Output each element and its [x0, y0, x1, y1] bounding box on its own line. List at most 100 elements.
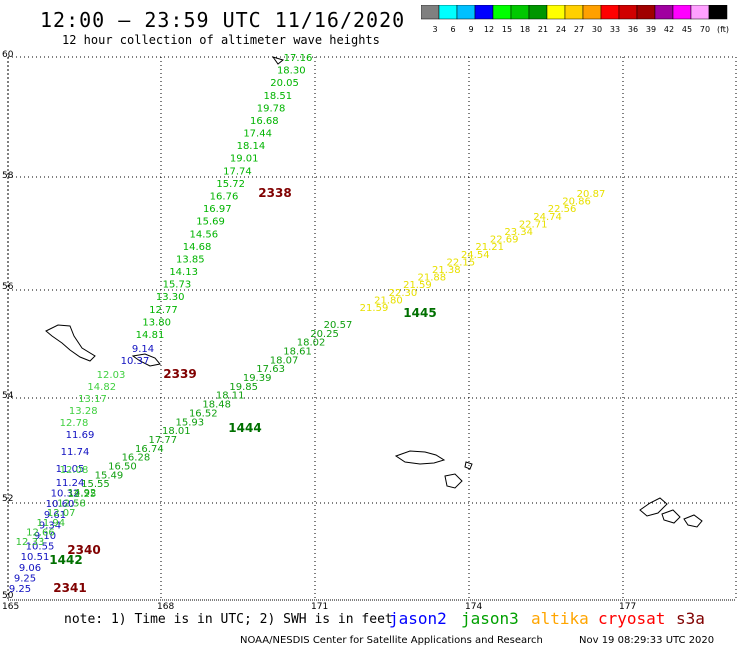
latitude-label: 60	[2, 50, 14, 60]
swh-value-label: 9.25	[14, 573, 36, 584]
map-title: 12:00 – 23:59 UTC 11/16/2020	[40, 8, 406, 32]
swh-value-label: 15.72	[216, 179, 245, 190]
legend-jason3: jason3	[461, 609, 519, 628]
swh-value-label: 16.52	[189, 408, 218, 419]
swh-value-label: 21.80	[374, 295, 403, 306]
footer-note: note: 1) Time is in UTC; 2) SWH is in fe…	[64, 612, 393, 627]
colorbar-label: 12	[484, 25, 494, 34]
swh-value-label: 20.87	[577, 189, 606, 200]
coastline	[444, 473, 463, 489]
swh-value-label: 21.59	[403, 280, 432, 291]
swh-value-label: 11.05	[56, 464, 85, 475]
latitude-label: 54	[2, 391, 14, 401]
coastline	[683, 514, 703, 528]
swh-value-label: 24.54	[461, 250, 490, 261]
pass-time-label: 2338	[258, 186, 291, 200]
swh-value-label: 20.86	[562, 197, 591, 208]
swh-value-label: 18.07	[270, 355, 299, 366]
swh-value-label: 9.25	[9, 584, 31, 595]
swh-value-label: 16.76	[210, 192, 239, 203]
map-subtitle: 12 hour collection of altimeter wave hei…	[62, 33, 380, 47]
coastline	[45, 324, 96, 362]
swh-value-label: 22.15	[446, 257, 475, 268]
colorbar-label: 45	[682, 25, 692, 34]
longitude-label: 177	[619, 602, 636, 612]
swh-value-label: 17.63	[256, 364, 285, 375]
swh-value-label: 13.85	[176, 254, 205, 265]
colorbar-label: 33	[610, 25, 620, 34]
swh-value-label: 14.82	[87, 382, 116, 393]
map-frame	[7, 56, 737, 601]
pass-time-label: 1442	[49, 553, 82, 567]
swh-value-label: 18.51	[263, 91, 292, 102]
swh-value-label: 23.34	[504, 227, 533, 238]
swh-value-label: 12.77	[149, 305, 178, 316]
swh-value-label: 16.28	[122, 453, 151, 464]
latitude-label: 50	[2, 591, 14, 601]
colorbar-label: 21	[538, 25, 548, 34]
swh-value-label: 13.80	[142, 317, 171, 328]
longitude-label: 171	[311, 602, 328, 612]
colorbar-label: 42	[664, 25, 674, 34]
swh-value-label: 20.25	[310, 329, 339, 340]
latitude-label: 58	[2, 171, 14, 181]
legend-s3a: s3a	[676, 609, 705, 628]
legend-cryosat: cryosat	[598, 609, 666, 628]
coastline	[464, 461, 473, 470]
swh-value-label: 11.94	[36, 518, 65, 529]
swh-value-label: 12.25	[68, 489, 97, 500]
swh-value-label: 15.55	[81, 479, 110, 490]
coastline	[131, 353, 161, 367]
colorbar-label: 39	[646, 25, 656, 34]
coastline	[271, 56, 285, 65]
swh-value-label: 9.14	[132, 344, 154, 355]
longitude-label: 165	[2, 602, 19, 612]
swh-value-label: 14.68	[183, 242, 212, 253]
swh-value-label: 18.02	[297, 338, 326, 349]
swh-value-label: 12.33	[16, 537, 45, 548]
swh-value-label: 21.38	[432, 265, 461, 276]
swh-value-label: 18.11	[216, 391, 245, 402]
swh-value-label: 14.81	[136, 330, 165, 341]
legend-altika: altika	[531, 609, 589, 628]
swh-value-label: 15.49	[95, 470, 124, 481]
credit-line: NOAA/NESDIS Center for Satellite Applica…	[240, 635, 543, 646]
colorbar-swatch	[708, 5, 728, 20]
swh-value-label: 9.10	[34, 531, 56, 542]
longitude-label: 174	[465, 602, 482, 612]
swh-value-label: 19.85	[229, 382, 258, 393]
swh-value-label: 20.05	[270, 78, 299, 89]
swh-value-label: 16.68	[250, 116, 279, 127]
pass-time-label: 1444	[228, 421, 261, 435]
swh-value-label: 17.74	[223, 166, 252, 177]
swh-value-label: 10.51	[21, 552, 50, 563]
colorbar-label: 30	[592, 25, 602, 34]
swh-value-label: 18.30	[277, 66, 306, 77]
colorbar-label: 18	[520, 25, 530, 34]
colorbar-label: 36	[628, 25, 638, 34]
latitude-label: 56	[2, 282, 14, 292]
coastline	[394, 450, 446, 465]
swh-value-label: 12.66	[26, 527, 55, 538]
swh-value-label: 16.74	[135, 444, 164, 455]
swh-value-label: 13.30	[156, 292, 185, 303]
swh-value-label: 9.61	[44, 510, 66, 521]
swh-value-label: 10.55	[26, 542, 55, 553]
colorbar-label: 27	[574, 25, 584, 34]
swh-value-label: 18.48	[202, 400, 231, 411]
swh-value-label: 9.34	[39, 520, 61, 531]
swh-value-label: 16.50	[108, 461, 137, 472]
swh-value-label: 14.92	[68, 488, 97, 499]
swh-value-label: 11.24	[56, 478, 85, 489]
latitude-label: 52	[2, 494, 13, 504]
coastline	[661, 509, 681, 524]
swh-value-label: 13.28	[69, 406, 98, 417]
swh-value-label: 22.71	[519, 219, 548, 230]
swh-value-label: 22.69	[490, 235, 519, 246]
pass-time-label: 2339	[163, 367, 196, 381]
swh-value-label: 20.57	[324, 320, 353, 331]
swh-value-label: 19.01	[230, 154, 259, 165]
swh-value-label: 12.07	[47, 508, 76, 519]
swh-value-label: 14.56	[189, 229, 218, 240]
swh-value-label: 19.78	[257, 103, 286, 114]
